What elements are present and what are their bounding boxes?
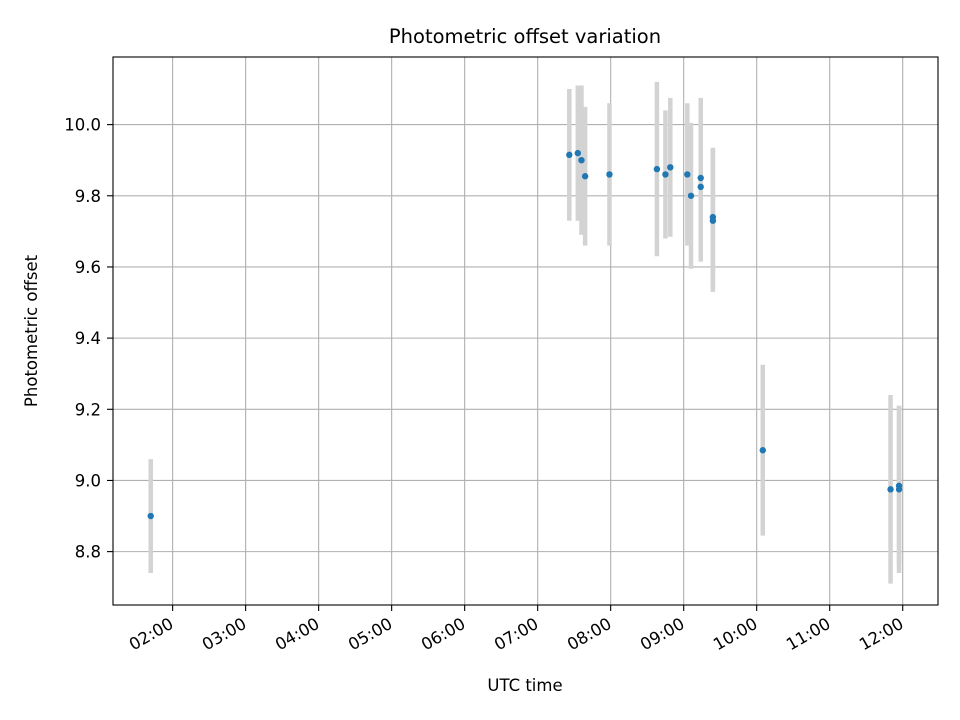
data-point bbox=[581, 173, 589, 180]
data-point bbox=[606, 171, 613, 178]
data-point bbox=[667, 164, 674, 171]
plot-frame bbox=[112, 56, 939, 606]
y-tick-label: 9.8 bbox=[75, 187, 101, 206]
y-tick-label: 9.6 bbox=[75, 258, 101, 277]
grid bbox=[113, 57, 938, 605]
y-axis-ticks: 8.8 9.0 9.2 9.4 9.6 9.8 10.0 bbox=[64, 116, 113, 562]
data-point bbox=[697, 183, 704, 191]
data-point bbox=[687, 192, 695, 199]
data-point bbox=[662, 171, 669, 178]
y-tick-label: 10.0 bbox=[64, 116, 101, 135]
data-point bbox=[887, 486, 894, 493]
data-point bbox=[709, 217, 717, 224]
data-point bbox=[759, 447, 766, 454]
data-point bbox=[147, 512, 154, 520]
y-tick-label: 9.4 bbox=[75, 329, 101, 348]
y-tick-label: 9.0 bbox=[75, 471, 101, 490]
data-point bbox=[574, 149, 582, 157]
chart-title: Photometric offset variation bbox=[389, 25, 661, 48]
data-point bbox=[578, 156, 585, 164]
data-point bbox=[697, 174, 704, 182]
data-point bbox=[684, 171, 691, 178]
y-tick-label: 9.2 bbox=[75, 400, 101, 419]
y-tick-label: 8.8 bbox=[75, 543, 101, 562]
data-point bbox=[653, 165, 661, 173]
data-points bbox=[147, 149, 903, 520]
x-axis-title: UTC time bbox=[487, 676, 562, 695]
data-point bbox=[895, 482, 903, 489]
y-axis-title: Photometric offset bbox=[22, 254, 41, 407]
data-point bbox=[566, 151, 573, 159]
